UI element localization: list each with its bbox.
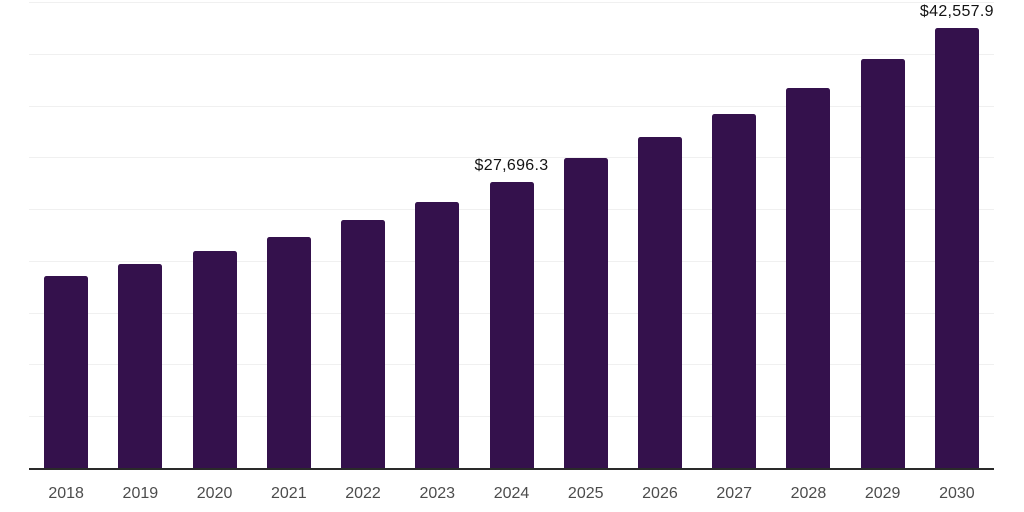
bar-2027 <box>712 113 757 469</box>
bar-2028 <box>786 88 831 469</box>
x-axis-label-2018: 2018 <box>48 485 84 502</box>
bar-2026 <box>637 137 682 469</box>
bar-2024 <box>489 181 534 469</box>
bar-value-label-2030: $42,557.9 <box>919 2 994 20</box>
bar-2029 <box>860 59 905 469</box>
gridline-40000 <box>29 53 994 55</box>
bar-2030 <box>934 27 979 469</box>
bar-2020 <box>192 251 237 469</box>
gridline-30000 <box>29 157 994 159</box>
x-axis-label-2030: 2030 <box>939 485 975 502</box>
x-axis-label-2021: 2021 <box>271 485 307 502</box>
x-axis-line <box>29 467 994 470</box>
bar-2021 <box>266 236 311 469</box>
bar-2023 <box>415 201 460 469</box>
x-axis-label-2029: 2029 <box>864 485 901 502</box>
bar-value-label-2024: $27,696.3 <box>474 156 549 174</box>
bar-2019 <box>118 264 163 469</box>
x-axis-label-2020: 2020 <box>196 485 233 502</box>
x-axis-label-2025: 2025 <box>567 485 604 502</box>
x-axis-label-2028: 2028 <box>790 485 827 502</box>
gridline-35000 <box>29 105 994 107</box>
x-axis-label-2023: 2023 <box>419 485 456 502</box>
x-axis-label-2027: 2027 <box>716 485 752 502</box>
x-axis-label-2022: 2022 <box>345 485 381 502</box>
x-axis-label-2019: 2019 <box>122 485 159 502</box>
bar-2025 <box>563 157 608 469</box>
x-axis-label-2026: 2026 <box>642 485 678 502</box>
x-axis-label-2024: 2024 <box>493 485 530 502</box>
bar-2018 <box>44 275 89 469</box>
bar-2022 <box>341 220 386 469</box>
gridline-45000 <box>29 2 994 4</box>
